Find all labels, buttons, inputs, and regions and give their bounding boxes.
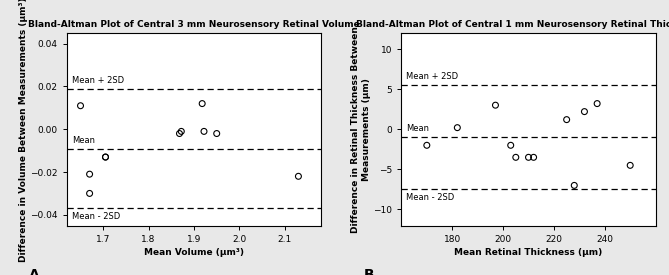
Text: Mean - 2SD: Mean - 2SD — [407, 193, 455, 202]
Point — [84, 172, 95, 176]
Point — [75, 103, 86, 108]
Point — [579, 109, 590, 114]
Point — [197, 101, 207, 106]
X-axis label: Mean Volume (μm³): Mean Volume (μm³) — [144, 248, 244, 257]
Point — [100, 155, 111, 159]
Text: Mean + 2SD: Mean + 2SD — [407, 72, 459, 81]
Text: Mean: Mean — [72, 136, 95, 145]
Title: Bland-Altman Plot of Central 1 mm Neurosensory Retinal Thickness: Bland-Altman Plot of Central 1 mm Neuros… — [356, 20, 669, 29]
Title: Bland-Altman Plot of Central 3 mm Neurosensory Retinal Volume: Bland-Altman Plot of Central 3 mm Neuros… — [28, 20, 360, 29]
Point — [84, 191, 95, 196]
Point — [569, 183, 579, 188]
Point — [100, 155, 111, 159]
Point — [592, 101, 603, 106]
Point — [505, 143, 516, 147]
Point — [529, 155, 539, 160]
Point — [452, 125, 463, 130]
Point — [293, 174, 304, 178]
Text: A: A — [29, 268, 39, 275]
Y-axis label: Difference in Volume Between Measurements (μm³): Difference in Volume Between Measurement… — [19, 0, 27, 262]
X-axis label: Mean Retinal Thickness (μm): Mean Retinal Thickness (μm) — [454, 248, 603, 257]
Point — [510, 155, 521, 160]
Point — [625, 163, 636, 167]
Point — [199, 129, 209, 134]
Point — [523, 155, 534, 160]
Text: Mean: Mean — [407, 124, 429, 133]
Point — [421, 143, 432, 147]
Point — [561, 117, 572, 122]
Y-axis label: Difference in Retinal Thickness Between
Measurements (μm): Difference in Retinal Thickness Between … — [351, 26, 371, 233]
Text: Mean + 2SD: Mean + 2SD — [72, 76, 124, 85]
Point — [211, 131, 222, 136]
Text: Mean - 2SD: Mean - 2SD — [72, 212, 120, 221]
Point — [176, 129, 187, 134]
Point — [490, 103, 501, 107]
Point — [174, 131, 185, 136]
Text: B: B — [363, 268, 374, 275]
